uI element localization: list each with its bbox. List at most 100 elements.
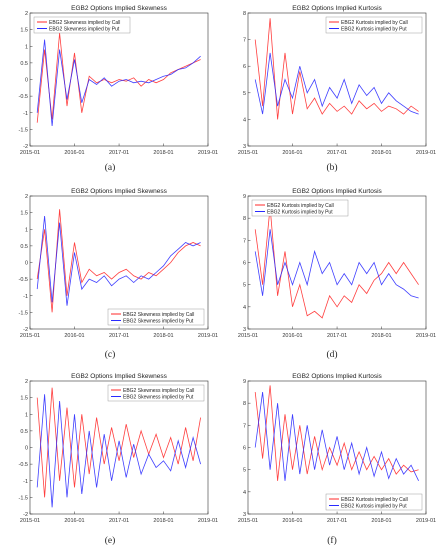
x-tick-label: 2019-01: [198, 333, 218, 339]
chart-svg-a: EGB2 Options Implied Skewness -2 -1.5 -1 -0.…: [0, 0, 218, 160]
x-tick-label: 2018-01: [371, 333, 391, 339]
panel-label-f: (f): [317, 536, 347, 546]
y-tick-label: 4: [243, 490, 246, 496]
y-tick-label: -1.5: [19, 495, 28, 501]
chart-svg-b: EGB2 Options Implied Kurtosis3456782015-…: [218, 0, 436, 160]
y-tick-label: 0.5: [20, 244, 28, 250]
x-tick-label: 2017-01: [327, 518, 347, 524]
y-tick-label: 0: [25, 78, 28, 84]
y-tick-label: 9: [243, 194, 246, 200]
x-tick-label: 2017-01: [327, 150, 347, 156]
x-tick-label: 2018-01: [371, 518, 391, 524]
panel-label-c: (c): [95, 350, 125, 360]
x-tick-label: 2019-01: [416, 150, 436, 156]
chart-title: EGB2 Options Implied Skewness: [71, 5, 167, 12]
chart-title: EGB2 Options Implied Kurtosis: [292, 188, 382, 195]
y-tick-label: 0: [25, 446, 28, 452]
x-tick-label: 2016-01: [282, 333, 302, 339]
chart-svg-e: EGB2 Options Implied Skewness -2 -1.5 -1 -0.…: [0, 368, 218, 528]
x-tick-label: 2017-01: [109, 518, 129, 524]
x-tick-label: 2016-01: [64, 150, 84, 156]
legend-label-call: EBG2 Skewness implied by Call: [123, 312, 194, 318]
x-tick-label: 2015-01: [238, 518, 258, 524]
x-tick-label: 2015-01: [238, 150, 258, 156]
y-tick-label: -0.5: [19, 94, 28, 100]
panel-label-d: (d): [317, 350, 347, 360]
x-tick-label: 2019-01: [416, 333, 436, 339]
y-tick-label: 5: [243, 283, 246, 289]
y-tick-label: 0.5: [20, 429, 28, 435]
chart-panel-a: EGB2 Options Implied Skewness -2 -1.5 -1 -0.…: [0, 0, 218, 160]
y-tick-label: 0.5: [20, 61, 28, 67]
legend-label-put: EBG2 Skewness implied by Put: [123, 394, 194, 400]
y-tick-label: 6: [243, 446, 246, 452]
y-tick-label: -1: [23, 294, 28, 300]
x-tick-label: 2018-01: [371, 150, 391, 156]
x-tick-label: 2016-01: [64, 333, 84, 339]
x-tick-label: 2017-01: [109, 150, 129, 156]
legend-label-call: EBG2 Kurtosis implied by Call: [341, 497, 408, 503]
x-tick-label: 2018-01: [153, 150, 173, 156]
y-tick-label: 2: [25, 194, 28, 200]
y-tick-label: 5: [243, 91, 246, 97]
chart-svg-d: EGB2 Options Implied Kurtosis 3 4 5 6 7 8 9 2015…: [218, 183, 436, 343]
chart-panel-f: EGB2 Options Implied Kurtosis 3 4 5 6 7 8 9 2015…: [218, 368, 436, 528]
y-tick-label: 5: [243, 468, 246, 474]
x-tick-label: 2018-01: [153, 333, 173, 339]
legend-label-call: EBG2 Kurtosis implied by Call: [341, 20, 408, 26]
chart-title: EGB2 Options Implied Skewness: [71, 373, 167, 380]
x-tick-label: 2015-01: [20, 333, 40, 339]
y-tick-label: -0.5: [19, 277, 28, 283]
y-tick-label: -1.5: [19, 310, 28, 316]
legend-label-call: EBG2 Kurtosis implied by Call: [267, 203, 334, 209]
y-tick-label: 8: [243, 401, 246, 407]
y-tick-label: 7: [243, 423, 246, 429]
legend-label-put: EBG2 Skewness implied by Put: [49, 26, 120, 32]
y-tick-label: 4: [243, 305, 246, 311]
y-tick-label: 1: [25, 227, 28, 233]
y-tick-label: 2: [25, 11, 28, 17]
x-tick-label: 2015-01: [20, 518, 40, 524]
y-tick-label: 1.5: [20, 396, 28, 402]
x-tick-label: 2015-01: [20, 150, 40, 156]
y-tick-label: 1.5: [20, 28, 28, 34]
y-tick-label: 0: [25, 261, 28, 267]
x-tick-label: 2017-01: [327, 333, 347, 339]
y-tick-label: -0.5: [19, 462, 28, 468]
legend-label-call: EBG2 Skewness implied by Call: [123, 388, 194, 394]
y-tick-label: 1: [25, 412, 28, 418]
chart-title: EGB2 Options Implied Kurtosis: [292, 5, 382, 12]
x-tick-label: 2019-01: [416, 518, 436, 524]
legend: EBG2 Kurtosis implied by CallEBG2 Kurtos…: [326, 17, 422, 33]
panel-label-a: (a): [95, 163, 125, 173]
y-tick-label: 8: [243, 216, 246, 222]
chart-panel-e: EGB2 Options Implied Skewness -2 -1.5 -1 -0.…: [0, 368, 218, 528]
x-tick-label: 2019-01: [198, 518, 218, 524]
y-tick-label: 9: [243, 379, 246, 385]
chart-title: EGB2 Options Implied Kurtosis: [292, 373, 382, 380]
legend-label-put: EBG2 Kurtosis implied by Put: [341, 503, 407, 509]
panel-label-b: (b): [317, 163, 347, 173]
y-tick-label: -1.5: [19, 127, 28, 133]
x-tick-label: 2019-01: [198, 150, 218, 156]
y-tick-label: -1: [23, 479, 28, 485]
y-tick-label: 8: [243, 11, 246, 17]
x-tick-label: 2016-01: [282, 518, 302, 524]
y-tick-label: 2: [25, 379, 28, 385]
x-tick-label: 2016-01: [282, 150, 302, 156]
x-tick-label: 2015-01: [238, 333, 258, 339]
y-tick-label: 1: [25, 44, 28, 50]
x-tick-label: 2016-01: [64, 518, 84, 524]
y-tick-label: 4: [243, 117, 246, 123]
x-tick-label: 2017-01: [109, 333, 129, 339]
chart-panel-b: EGB2 Options Implied Kurtosis 3 4 5 6 7 8 2015-…: [218, 0, 436, 160]
y-tick-label: 6: [243, 64, 246, 70]
y-tick-label: -1: [23, 111, 28, 117]
legend-label-put: EBG2 Kurtosis implied by Put: [341, 26, 407, 32]
y-tick-label: 7: [243, 38, 246, 44]
